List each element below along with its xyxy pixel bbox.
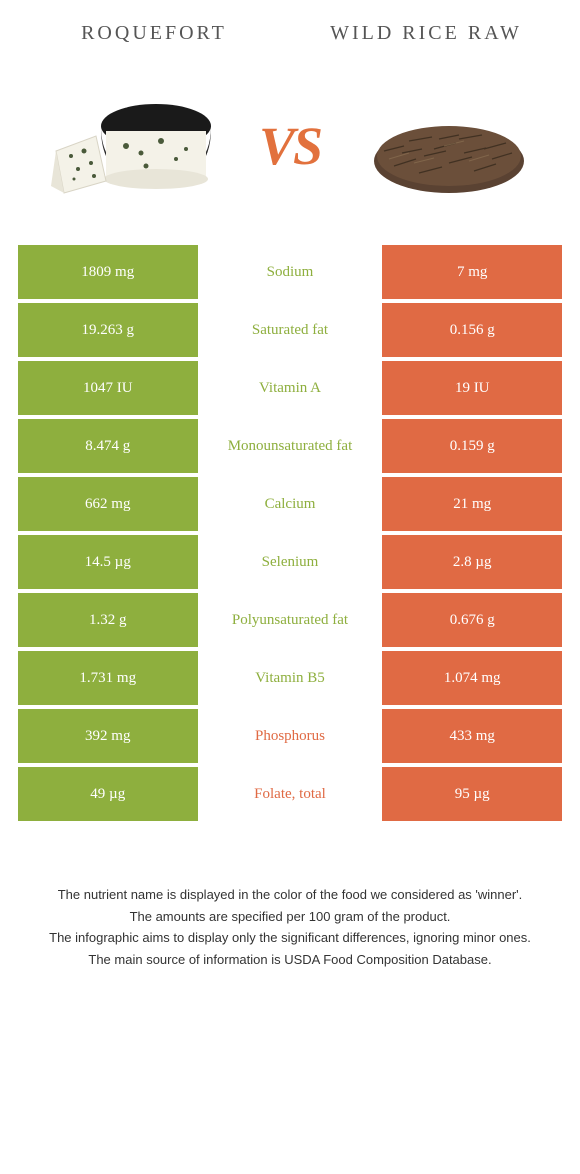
footer-line: The main source of information is USDA F…: [28, 950, 552, 970]
left-value-cell: 8.474 g: [18, 419, 198, 473]
nutrient-label-cell: Saturated fat: [198, 303, 383, 357]
left-value-cell: 1047 IU: [18, 361, 198, 415]
right-value-cell: 0.156 g: [382, 303, 562, 357]
nutrient-row: 19.263 gSaturated fat0.156 g: [18, 303, 562, 357]
right-value-cell: 19 IU: [382, 361, 562, 415]
vs-label: VS: [254, 115, 326, 177]
right-value-cell: 7 mg: [382, 245, 562, 299]
left-value-cell: 1.731 mg: [18, 651, 198, 705]
right-value-cell: 0.159 g: [382, 419, 562, 473]
footer-line: The infographic aims to display only the…: [28, 928, 552, 948]
footer-notes: The nutrient name is displayed in the co…: [18, 885, 562, 969]
left-value-cell: 1809 mg: [18, 245, 198, 299]
right-food-title: WILD RICE RAW: [290, 20, 562, 46]
left-value-cell: 14.5 µg: [18, 535, 198, 589]
left-value-cell: 1.32 g: [18, 593, 198, 647]
left-food-title: ROQUEFORT: [18, 20, 290, 46]
right-value-cell: 433 mg: [382, 709, 562, 763]
footer-line: The nutrient name is displayed in the co…: [28, 885, 552, 905]
right-value-cell: 2.8 µg: [382, 535, 562, 589]
left-value-cell: 49 µg: [18, 767, 198, 821]
footer-line: The amounts are specified per 100 gram o…: [28, 907, 552, 927]
images-row: VS: [18, 76, 562, 216]
header-titles: ROQUEFORT WILD RICE RAW: [18, 20, 562, 56]
nutrient-label-cell: Monounsaturated fat: [198, 419, 383, 473]
nutrient-label-cell: Vitamin A: [198, 361, 383, 415]
right-value-cell: 0.676 g: [382, 593, 562, 647]
left-value-cell: 662 mg: [18, 477, 198, 531]
right-value-cell: 21 mg: [382, 477, 562, 531]
left-food-image: [18, 76, 244, 216]
nutrient-row: 662 mgCalcium21 mg: [18, 477, 562, 531]
nutrient-row: 49 µgFolate, total95 µg: [18, 767, 562, 821]
left-value-cell: 392 mg: [18, 709, 198, 763]
nutrient-label-cell: Selenium: [198, 535, 383, 589]
nutrient-label-cell: Folate, total: [198, 767, 383, 821]
left-value-cell: 19.263 g: [18, 303, 198, 357]
nutrient-label-cell: Vitamin B5: [198, 651, 383, 705]
nutrient-label-cell: Calcium: [198, 477, 383, 531]
nutrient-row: 392 mgPhosphorus433 mg: [18, 709, 562, 763]
nutrient-row: 14.5 µgSelenium2.8 µg: [18, 535, 562, 589]
nutrient-row: 1.32 gPolyunsaturated fat0.676 g: [18, 593, 562, 647]
right-value-cell: 95 µg: [382, 767, 562, 821]
nutrient-label-cell: Polyunsaturated fat: [198, 593, 383, 647]
nutrient-row: 1.731 mgVitamin B51.074 mg: [18, 651, 562, 705]
nutrient-row: 1809 mgSodium7 mg: [18, 245, 562, 299]
nutrient-label-cell: Phosphorus: [198, 709, 383, 763]
nutrient-table: 1809 mgSodium7 mg19.263 gSaturated fat0.…: [18, 241, 562, 825]
nutrient-row: 1047 IUVitamin A19 IU: [18, 361, 562, 415]
right-food-image: [336, 76, 562, 216]
nutrient-row: 8.474 gMonounsaturated fat0.159 g: [18, 419, 562, 473]
nutrient-label-cell: Sodium: [198, 245, 383, 299]
right-value-cell: 1.074 mg: [382, 651, 562, 705]
